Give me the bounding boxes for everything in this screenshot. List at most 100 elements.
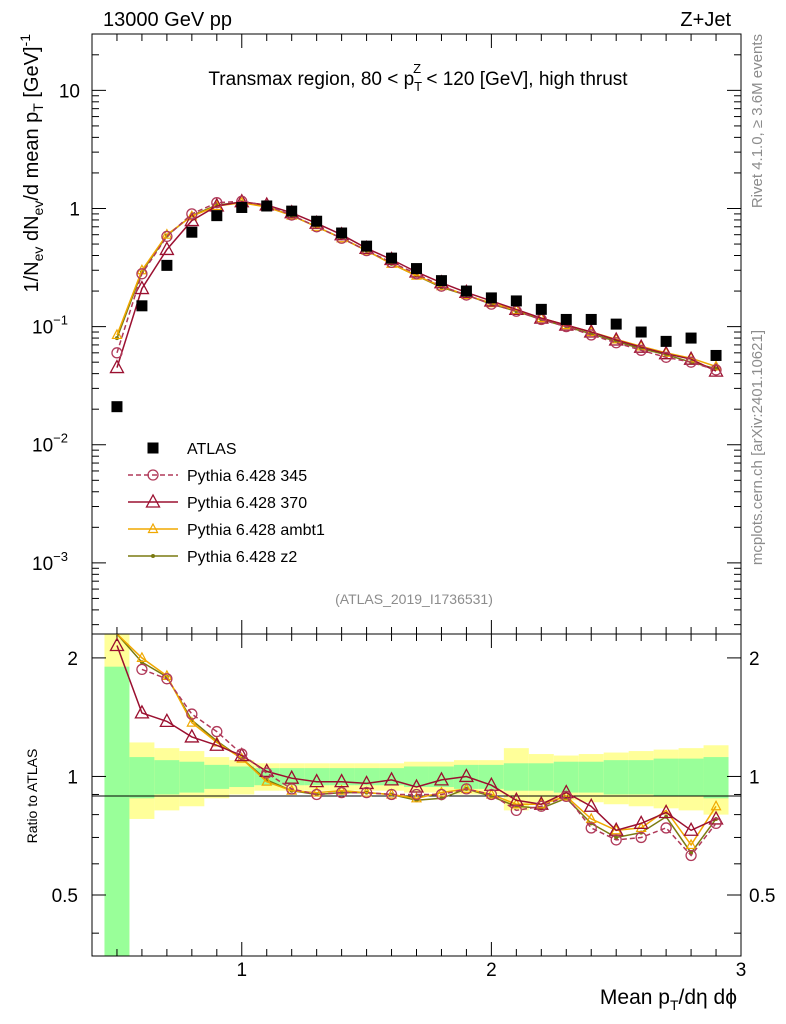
ratio-data-point [660,822,672,834]
ratio-data-point [710,817,722,830]
main-y-tick-label: 10−2 [32,431,68,457]
legend-entry-pythia-6-428-ambt1: Pythia 6.428 ambt1 [128,522,325,539]
main-data-point [311,215,323,227]
main-series-atlas [111,200,722,413]
ratio-y-tick-label-right: 2 [749,649,760,670]
title-post: < 120 [GeV], high thrust [421,69,628,90]
ratio-data-point [558,784,574,799]
main-data-point [560,313,572,325]
main-data-point [411,263,422,275]
ratio-band-green [229,766,255,788]
legend-marker [145,493,161,508]
ratio-data-point [685,838,697,850]
ratio-data-point [610,834,622,846]
ratio-data-point [385,788,398,801]
ratio-data-point [334,773,350,788]
main-data-point [161,230,173,243]
ratio-data-point [683,821,699,836]
main-data-point [585,329,597,341]
ratio-data-point [535,800,547,812]
analysis-watermark: (ATLAS_2019_I1736531) [335,591,493,607]
ratio-data-point [510,804,522,817]
main-data-point [111,328,123,340]
legend-label: Pythia 6.428 z2 [187,549,297,566]
ratio-data-point [433,771,450,786]
ratio-data-point [234,747,250,762]
ratio-band-green [204,764,230,789]
ratio-band-green [628,760,654,795]
main-data-point [111,401,123,413]
ratio-data-point [560,790,572,801]
ratio-data-point [159,713,175,728]
ratio-data-point [614,835,619,840]
ratio-data-point [664,814,669,819]
main-data-point [184,212,200,227]
main-data-point [159,241,175,256]
ratio-data-point [136,651,148,663]
main-data-point [510,295,522,307]
ratio-data-point [710,799,722,811]
main-data-point [660,335,672,347]
main-data-point [710,364,722,376]
main-y-tick-label: 1 [69,199,80,220]
ratio-data-point [583,797,599,812]
main-y-axis-label: 1/Nev dNev/d mean pT [GeV]-1 [17,34,46,293]
main-series-pythia-6-428-370 [109,193,724,377]
legend-entry-atlas: ATLAS [147,441,237,458]
main-data-point [460,285,472,297]
main-data-point [111,347,123,359]
ratio-data-point [358,775,375,790]
main-data-point [136,300,148,312]
legend-entry-pythia-6-428-z2: Pythia 6.428 z2 [128,549,297,566]
ratio-data-point [458,768,475,783]
ratio-data-point [635,831,647,844]
title-sub: T [414,79,422,94]
main-data-point [635,326,647,338]
ratio-data-point [560,790,572,803]
ratio-data-point [209,736,225,751]
main-y-tick-label: 10−3 [32,549,68,575]
ratio-y-tick-label: 0.5 [52,886,78,907]
ratio-band-green [678,758,704,797]
ratio-data-point [408,778,425,793]
main-data-point [435,275,447,287]
legend-label: Pythia 6.428 370 [187,495,307,512]
title-sup: Z [413,61,421,76]
ratio-plot-frame [91,633,742,957]
legend-marker [147,442,159,454]
ratio-data-point [261,767,273,779]
ratio-y-axis-label: Ratio to ATLAS [24,749,40,844]
main-data-point [186,226,198,238]
ratio-band-green [428,766,454,788]
main-data-point [585,313,597,325]
ratio-band-green [578,761,604,793]
main-data-point [161,259,173,271]
ratio-data-point [311,788,323,801]
ratio-data-point [658,804,674,819]
ratio-y-tick-label-right: 1 [749,767,760,788]
ratio-plot-panel: 0.5 0.5 1 1 2 2 1 2 3 [52,633,775,981]
main-series-line [116,201,717,368]
main-data-point [635,344,647,356]
ratio-band-green [603,760,629,795]
ratio-band-green [154,760,180,795]
ratio-data-point [309,773,325,788]
legend-label: Pythia 6.428 ambt1 [187,522,325,539]
main-series-line [116,201,717,370]
legend-label: Pythia 6.428 345 [187,468,307,485]
ratio-data-point [435,788,448,801]
ratio-data-point [336,784,348,795]
header-left: 13000 GeV pp [103,9,232,31]
ratio-data-point [460,783,473,795]
legend-entry-pythia-6-428-370: Pythia 6.428 370 [128,493,307,512]
legend-marker [151,554,155,558]
ratio-band-green [329,768,355,786]
ratio-series-pythia-6-428-345 [136,663,722,862]
legend-label: ATLAS [187,441,237,458]
ratio-series-pythia-6-428-ambt1 [116,633,722,850]
ratio-data-point [410,788,423,801]
ratio-data-point [261,775,273,786]
mcplots-label: mcplots.cern.ch [arXiv:2401.10621] [749,330,766,565]
legend-marker [147,469,159,481]
ratio-data-point [485,788,498,801]
